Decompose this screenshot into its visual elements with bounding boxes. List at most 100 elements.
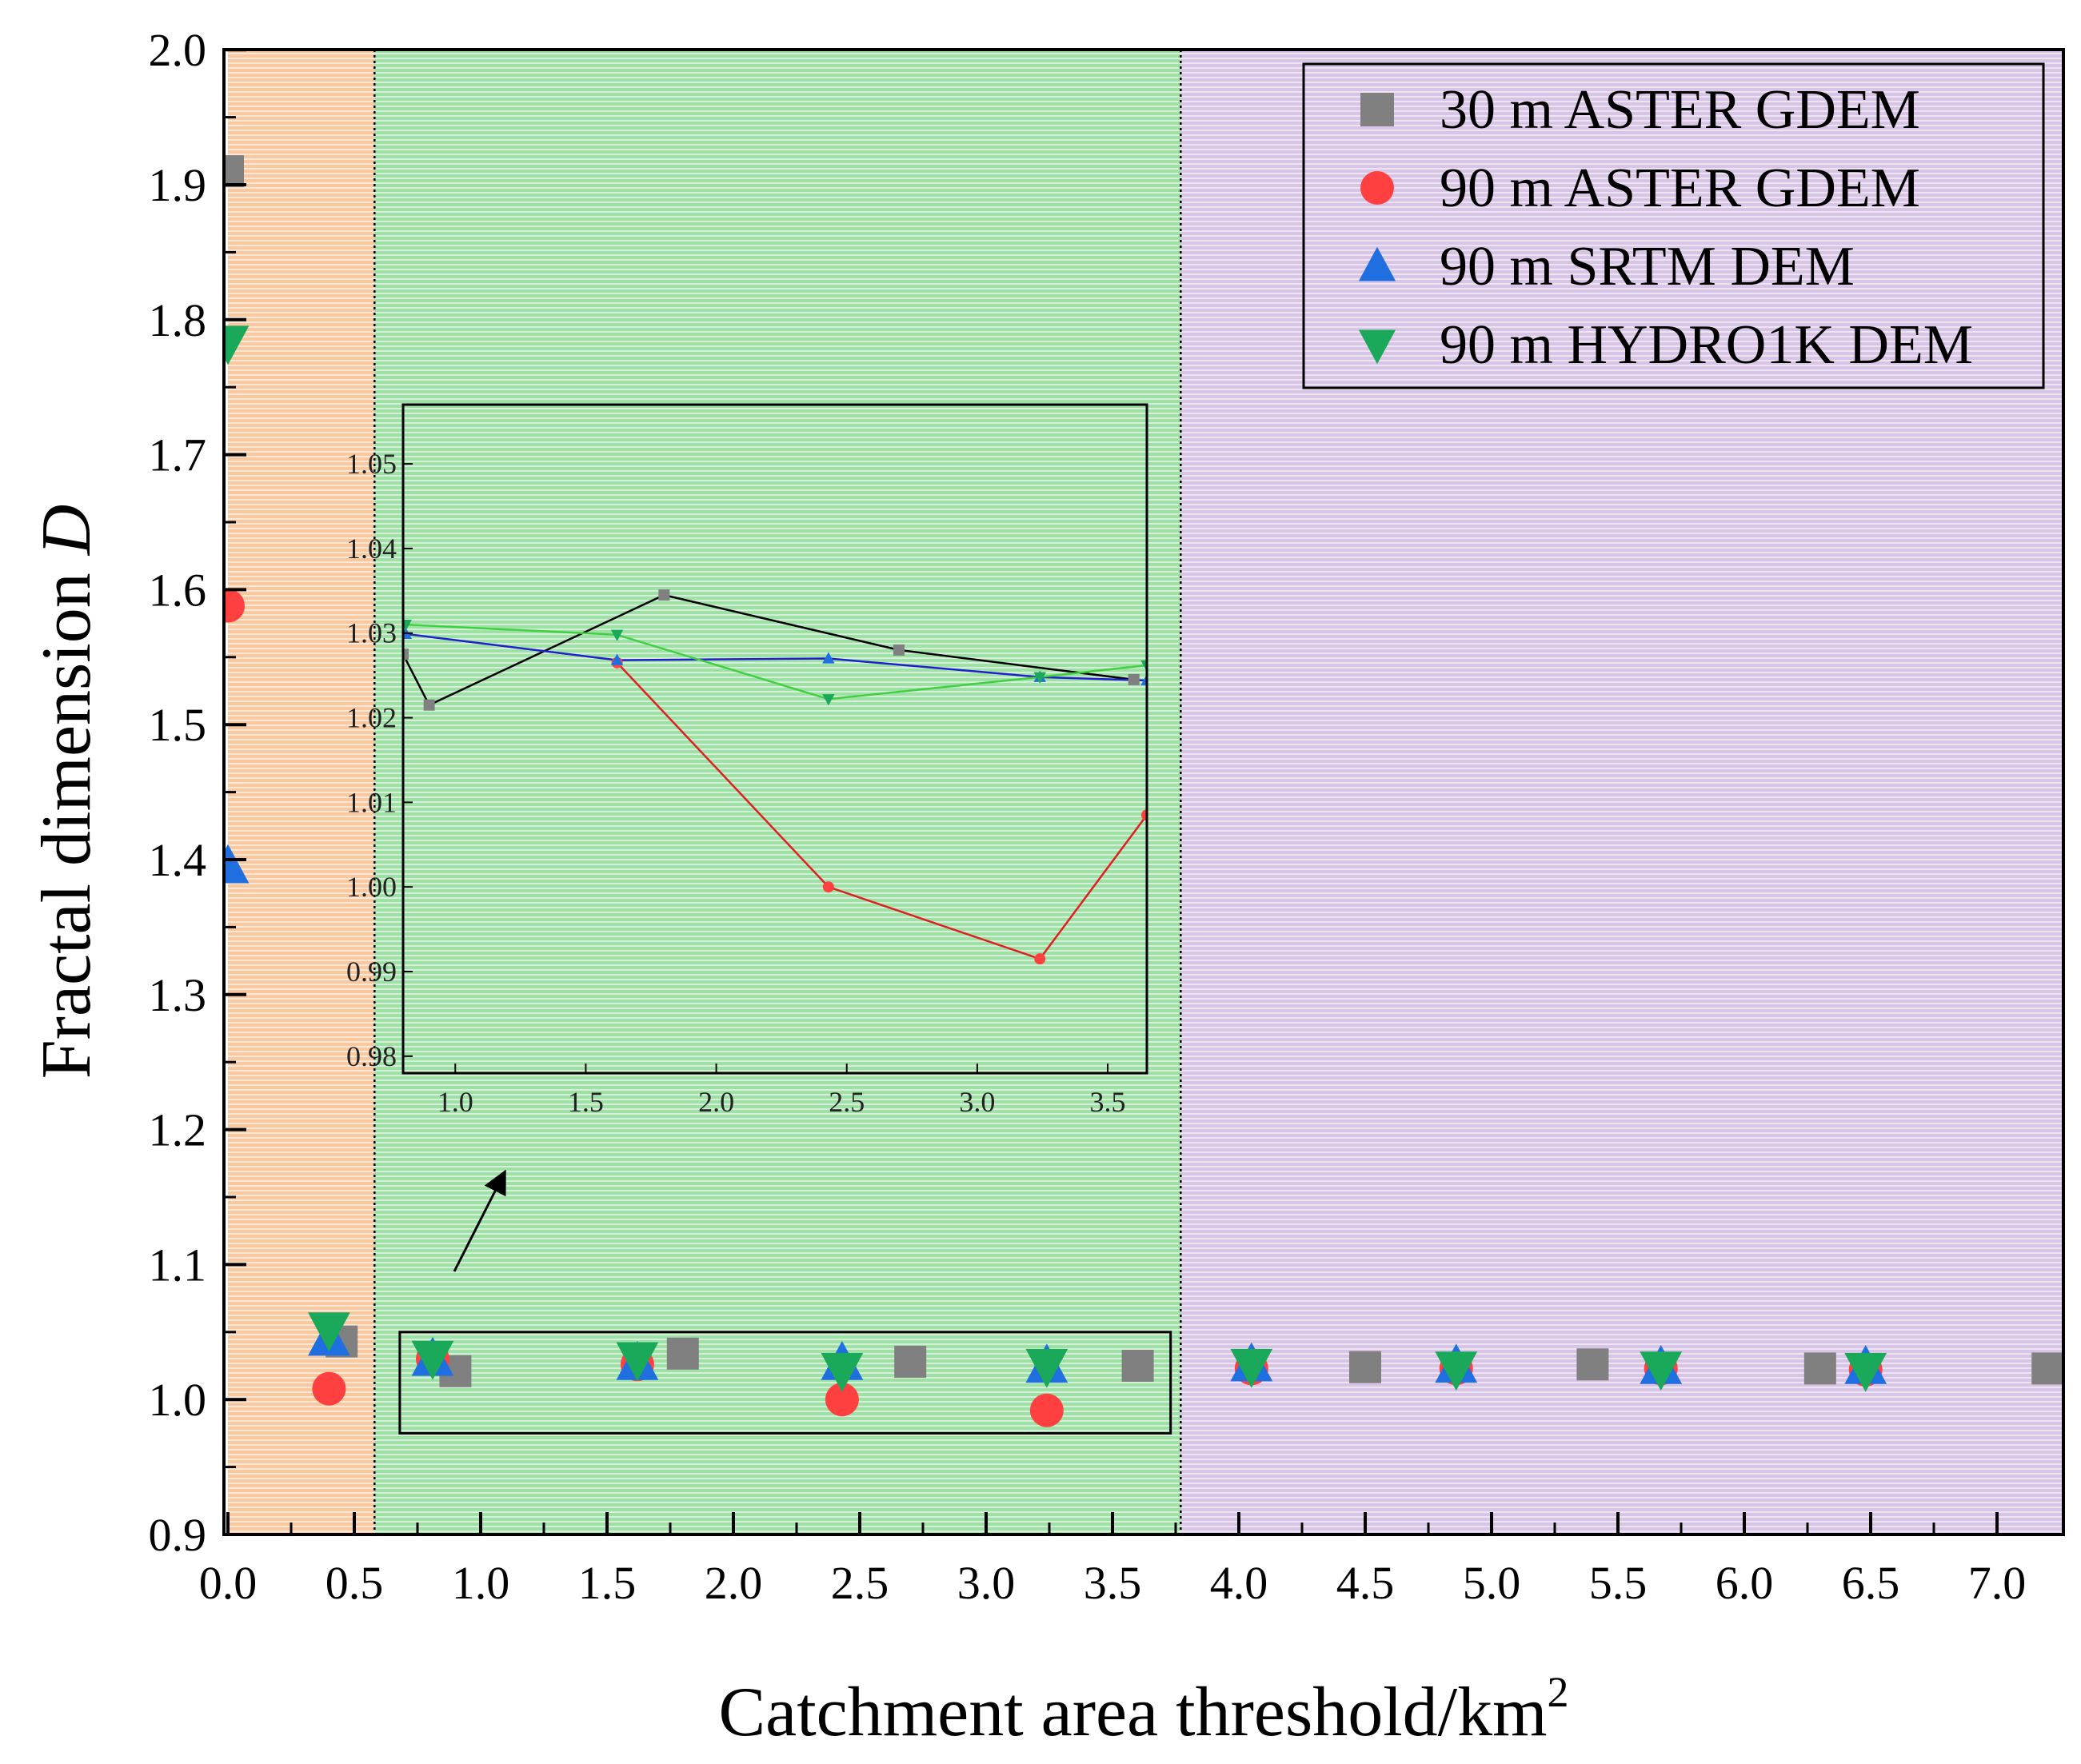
x-tick-label-4: 2.0 — [705, 1557, 763, 1609]
y-tick-label-4: 1.3 — [149, 969, 207, 1021]
point-90-m-srtm-dem-0 — [224, 844, 250, 884]
point-30-m-aster-gdem-0 — [224, 155, 244, 188]
point-30-m-aster-gdem-6 — [1349, 1351, 1381, 1383]
legend-marker-90-m-hydro1k-dem — [1358, 329, 1396, 365]
point-30-m-aster-gdem-7 — [1576, 1348, 1609, 1381]
region-stripes-0 — [228, 50, 375, 1535]
legend-label-30m-aster: 30 m ASTER GDEM — [1440, 79, 1920, 141]
y-tick-label-1: 1.0 — [149, 1374, 207, 1426]
inset-y-tick-label-4: 1.02 — [346, 702, 397, 734]
main-axes: 0.0 0.5 1.0 1.5 2.0 2.5 3.0 3.5 4.0 4.5 5.0 5.5 6.0 6… — [149, 24, 2065, 1609]
y-tick-label-5: 1.4 — [149, 834, 207, 886]
region-stripes-1 — [374, 50, 1181, 1535]
inset-x-tick-label-5: 3.5 — [1090, 1086, 1126, 1118]
y-axis-title-symbol: D — [28, 505, 106, 557]
inset-x-tick-label-0: 1.0 — [437, 1086, 473, 1118]
inset-x-tick-label-3: 2.5 — [829, 1086, 865, 1118]
inset-point-90-m-srtm-dem-1 — [610, 653, 624, 665]
x-tick-label-7: 3.5 — [1084, 1557, 1142, 1609]
point-30-m-aster-gdem-3 — [666, 1337, 699, 1370]
point-30-m-aster-gdem-9 — [2031, 1352, 2063, 1385]
point-90-m-hydro1k-dem-9 — [1844, 1352, 1887, 1392]
inset-point-30-m-aster-gdem-1 — [423, 699, 435, 711]
inset-point-90-m-hydro1k-dem-0 — [403, 619, 412, 632]
inset-y-tick-label-0: 0.98 — [346, 1040, 397, 1072]
x-tick-label-12: 6.0 — [1716, 1557, 1774, 1609]
legend-marker-30-m-aster-gdem — [1360, 93, 1394, 126]
point-90-m-hydro1k-dem-4 — [821, 1352, 864, 1392]
y-tick-label-9: 1.8 — [149, 294, 207, 346]
inset-plot-area — [403, 589, 1147, 965]
x-tick-label-6: 3.0 — [957, 1557, 1016, 1609]
inset-y-tick-label-7: 1.05 — [346, 448, 397, 480]
inset-frame — [401, 403, 1148, 1075]
inset-point-30-m-aster-gdem-4 — [1128, 673, 1140, 685]
inset-point-90-m-srtm-dem-2 — [822, 652, 835, 664]
point-90-m-aster-gdem-1 — [312, 1371, 346, 1406]
inset-y-tick-label-2: 1.00 — [346, 871, 397, 903]
x-tick-label-2: 1.0 — [452, 1557, 510, 1609]
zoom-box — [398, 1331, 1172, 1435]
point-90-m-aster-gdem-4 — [825, 1383, 859, 1417]
y-tick-label-8: 1.7 — [149, 429, 207, 481]
point-90-m-aster-gdem-0 — [224, 589, 245, 623]
point-90-m-hydro1k-dem-6 — [1230, 1348, 1273, 1388]
point-30-m-aster-gdem-4 — [894, 1345, 927, 1378]
inset-y-tick-label-3: 1.01 — [346, 786, 397, 818]
legend: 30 m ASTER GDEM 90 m ASTER GDEM 90 m SRT… — [1302, 62, 2045, 389]
x-tick-label-10: 5.0 — [1463, 1557, 1521, 1609]
point-90-m-hydro1k-dem-1 — [308, 1312, 350, 1352]
y-tick-label-3: 1.2 — [149, 1104, 207, 1156]
inset-point-90-m-hydro1k-dem-4 — [1140, 660, 1147, 672]
inset-point-90-m-aster-gdem-2 — [1034, 953, 1046, 965]
inset-x-tick-label-4: 3.0 — [959, 1086, 995, 1118]
y-tick-label-0: 0.9 — [149, 1509, 207, 1561]
x-tick-label-3: 1.5 — [578, 1557, 637, 1609]
main-data-points — [224, 155, 2063, 1427]
x-tick-label-8: 4.0 — [1210, 1557, 1268, 1609]
inset-point-30-m-aster-gdem-2 — [658, 589, 670, 601]
point-90-m-hydro1k-dem-3 — [616, 1342, 659, 1382]
point-30-m-aster-gdem-8 — [1803, 1352, 1836, 1385]
legend-label-90m-aster: 90 m ASTER GDEM — [1440, 158, 1920, 219]
point-90-m-hydro1k-dem-8 — [1640, 1351, 1683, 1391]
y-tick-label-10: 1.9 — [149, 159, 207, 211]
zoom-indicator — [398, 1169, 1172, 1435]
inset-point-90-m-srtm-dem-4 — [1140, 673, 1147, 686]
series-30-m-aster-gdem — [224, 155, 2063, 1387]
inset-point-90-m-hydro1k-dem-3 — [1033, 672, 1046, 684]
inset-point-90-m-aster-gdem-1 — [822, 881, 834, 893]
region-stripes-2 — [1180, 50, 2063, 1535]
x-tick-label-1: 0.5 — [326, 1557, 384, 1609]
x-tick-label-14: 7.0 — [1968, 1557, 2027, 1609]
inset-point-30-m-aster-gdem-3 — [893, 644, 905, 656]
point-90-m-hydro1k-dem-7 — [1435, 1351, 1478, 1391]
legend-box — [1302, 62, 2045, 389]
inset-point-90-m-aster-gdem-3 — [1141, 809, 1147, 821]
inset-x-tick-label-2: 2.0 — [698, 1086, 734, 1118]
y-tick-label-6: 1.5 — [149, 699, 207, 751]
x-axis-title: Catchment area threshold/km2 — [718, 1668, 1568, 1751]
point-90-m-hydro1k-dem-2 — [411, 1340, 454, 1380]
point-90-m-aster-gdem-5 — [1029, 1393, 1064, 1427]
legend-label-90m-hydro1k: 90 m HYDRO1K DEM — [1440, 314, 1973, 376]
legend-marker-90-m-srtm-dem — [1358, 246, 1396, 281]
legend-label-90m-srtm: 90 m SRTM DEM — [1440, 236, 1855, 297]
y-tick-label-7: 1.6 — [149, 564, 207, 616]
inset-line-90-m-aster-gdem — [616, 661, 1147, 960]
x-axis-title-superscript: 2 — [1548, 1668, 1569, 1716]
inset-chart: 1.0 1.5 2.0 2.5 3.0 3.5 0.98 0.99 1.00 1.01 1.02 1.… — [346, 403, 1148, 1118]
y-axis-title: Fractal dimension D — [28, 505, 106, 1080]
point-30-m-aster-gdem-5 — [1121, 1350, 1154, 1382]
x-tick-label-13: 6.5 — [1842, 1557, 1900, 1609]
inset-point-90-m-hydro1k-dem-1 — [610, 629, 624, 641]
y-tick-label-2: 1.1 — [149, 1239, 207, 1291]
series-90-m-hydro1k-dem — [224, 325, 1887, 1392]
point-90-m-hydro1k-dem-5 — [1025, 1348, 1068, 1388]
inset-y-tick-label-5: 1.03 — [346, 617, 397, 649]
legend-marker-90-m-aster-gdem — [1360, 171, 1394, 205]
x-tick-label-9: 4.5 — [1336, 1557, 1395, 1609]
inset-y-tick-label-6: 1.04 — [346, 533, 397, 565]
